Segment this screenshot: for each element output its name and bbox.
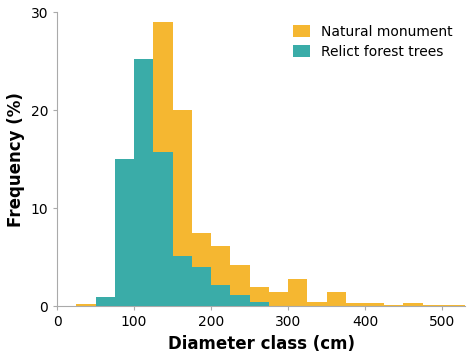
Bar	[115, 260, 134, 306]
Bar	[134, 132, 153, 306]
Bar	[173, 111, 192, 306]
Bar	[173, 256, 192, 306]
Y-axis label: Frequency (%): Frequency (%)	[7, 92, 25, 227]
Bar	[384, 305, 404, 306]
Bar	[288, 279, 307, 306]
Bar	[192, 267, 211, 306]
Bar	[461, 305, 472, 306]
Bar	[307, 302, 327, 306]
Bar	[269, 292, 288, 306]
Bar	[153, 22, 173, 306]
Bar	[230, 295, 250, 306]
Bar	[365, 302, 384, 306]
Bar	[250, 302, 269, 306]
Bar	[211, 246, 230, 306]
Bar	[96, 302, 115, 306]
Bar	[230, 265, 250, 306]
Bar	[250, 287, 269, 306]
Legend: Natural monument, Relict forest trees: Natural monument, Relict forest trees	[287, 19, 458, 64]
Bar	[115, 159, 134, 306]
Bar	[404, 302, 423, 306]
Bar	[346, 302, 365, 306]
X-axis label: Diameter class (cm): Diameter class (cm)	[168, 335, 354, 353]
Bar	[192, 233, 211, 306]
Bar	[153, 152, 173, 306]
Bar	[327, 292, 346, 306]
Bar	[211, 285, 230, 306]
Bar	[96, 297, 115, 306]
Bar	[76, 303, 96, 306]
Bar	[134, 59, 153, 306]
